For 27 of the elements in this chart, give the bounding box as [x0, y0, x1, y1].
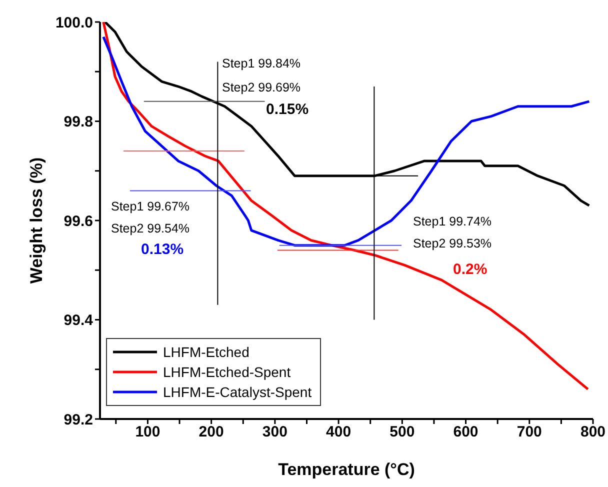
x-axis-title: Temperature (°C)	[278, 460, 415, 479]
y-tick-label: 99.6	[64, 212, 93, 230]
legend-label: LHFM-E-Catalyst-Spent	[163, 384, 312, 400]
y-tick-label: 99.8	[64, 114, 93, 131]
annotation: 0.2%	[453, 260, 488, 278]
y-tick-label: 99.2	[64, 411, 93, 428]
x-tick-label: 100	[135, 424, 160, 441]
x-tick-label: 600	[453, 424, 478, 441]
annotation: 0.13%	[141, 240, 184, 258]
x-tick-label: 700	[516, 424, 542, 441]
annotation: Step2 99.69%	[222, 80, 301, 94]
annotation: Step2 99.54%	[111, 221, 190, 236]
annotation: Step1 99.74%	[413, 214, 492, 228]
legend-label: LHFM-Etched	[163, 344, 250, 360]
x-tick-label: 800	[580, 424, 606, 441]
x-tick-label: 200	[198, 424, 224, 441]
y-tick-label: 100.0	[55, 14, 93, 32]
legend-label: LHFM-Etched-Spent	[163, 364, 291, 380]
y-tick-label: 99.4	[64, 312, 94, 330]
y-axis-title: Weight loss (%)	[27, 157, 46, 284]
x-tick-label: 400	[326, 424, 352, 441]
annotation: Step1 99.67%	[111, 199, 190, 214]
x-tick-label: 500	[390, 424, 415, 441]
annotation: Step1 99.84%	[222, 56, 301, 70]
annotation: 0.15%	[266, 100, 309, 118]
annotation: Step2 99.53%	[413, 236, 492, 250]
x-tick-label: 300	[262, 424, 288, 441]
